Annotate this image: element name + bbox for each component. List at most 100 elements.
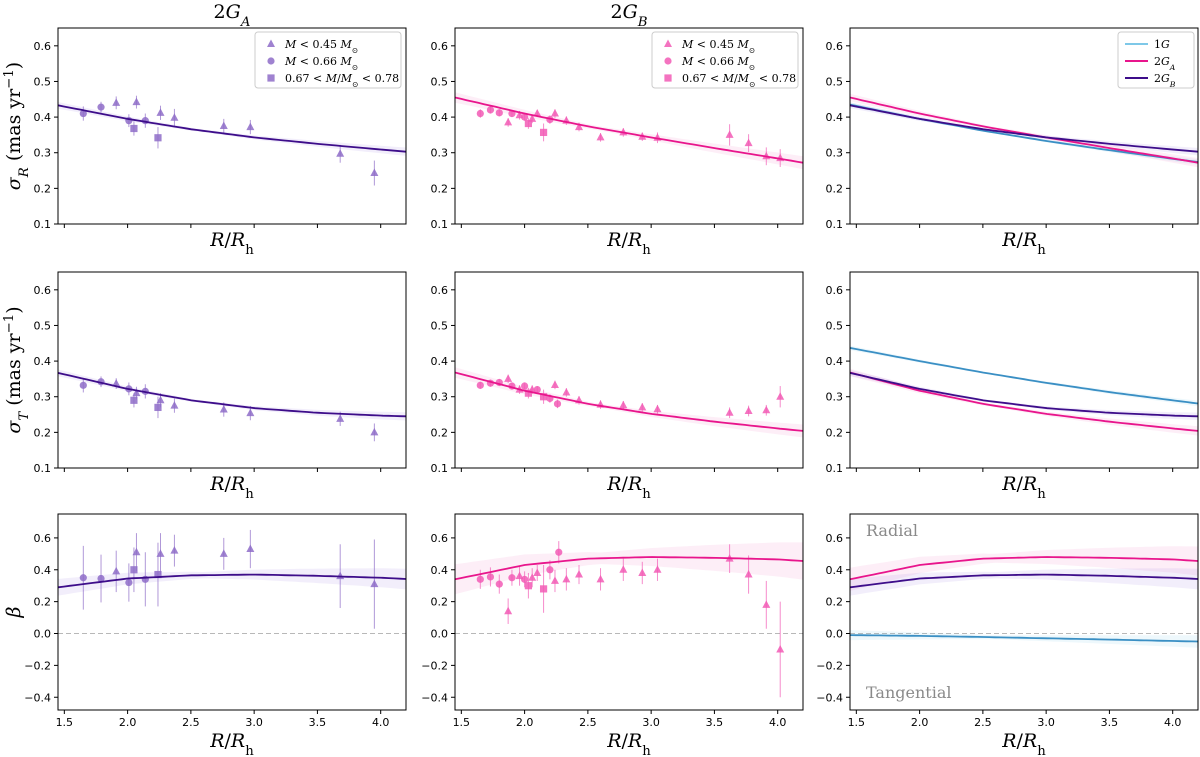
2gb-model-curve bbox=[850, 573, 1198, 589]
y-tick-label: 0.5 bbox=[431, 319, 449, 332]
x-tick-label: 4.0 bbox=[769, 716, 787, 729]
x-tick-label: 1.5 bbox=[56, 716, 74, 729]
y-tick-label: 0.0 bbox=[34, 628, 52, 641]
2gb-point-circle bbox=[476, 575, 484, 583]
annotation-radial: Radial bbox=[866, 521, 918, 540]
legend-marker-circle bbox=[267, 57, 275, 65]
2gb-model-curve bbox=[58, 372, 406, 418]
legend-frame bbox=[1117, 31, 1195, 89]
y-tick-label: 0.1 bbox=[431, 462, 449, 475]
x-tick-label: 2.5 bbox=[579, 716, 597, 729]
y-tick-label: −0.2 bbox=[24, 659, 51, 672]
column-title-2gb: 2GB bbox=[610, 1, 647, 30]
2ga-point-square bbox=[130, 124, 138, 133]
y-tick-label: 0.6 bbox=[826, 532, 844, 545]
2gb-point-circle bbox=[521, 575, 529, 583]
1g-uncertainty-band bbox=[850, 630, 1198, 648]
legend-label: M < 0.66 M⊙ bbox=[284, 55, 358, 72]
axes-frame bbox=[57, 271, 407, 469]
y-tick-label: 0.4 bbox=[826, 355, 844, 368]
plot-area bbox=[850, 345, 1198, 436]
x-axis-label: R/Rh bbox=[606, 730, 651, 757]
y-tick-label: 0.3 bbox=[431, 391, 449, 404]
annotation-tangential: Tangential bbox=[866, 683, 952, 702]
2gb-point-circle bbox=[508, 574, 516, 582]
2gb-model-curve bbox=[850, 372, 1198, 418]
2gb-point-circle bbox=[476, 109, 484, 118]
x-axis-label: R/Rh bbox=[606, 229, 651, 258]
x-axis-label: R/Rh bbox=[209, 473, 254, 502]
2ga-point-triangle bbox=[156, 395, 165, 404]
2ga-point-triangle bbox=[170, 546, 179, 554]
2ga-point-triangle bbox=[219, 121, 228, 129]
2gb-point-square bbox=[524, 389, 532, 397]
2gb-point-triangle bbox=[550, 380, 559, 388]
2ga-point-square bbox=[154, 570, 162, 579]
y-tick-label: 0.1 bbox=[431, 218, 449, 231]
2gb-point-triangle bbox=[528, 114, 537, 122]
subplot-r3-c1: −0.4 −0.2 0.0 0.2 0.4 0.6 1.5 2.0 2.5 3.0 3.5 4.0 R/… bbox=[24, 513, 407, 757]
2gb-point-triangle bbox=[744, 138, 753, 147]
y-tick-label: 0.6 bbox=[826, 284, 844, 297]
subplot-r3-c2: −0.4 −0.2 0.0 0.2 0.4 0.6 1.5 2.0 2.5 3.0 3.5 4.0 R/… bbox=[421, 513, 804, 757]
2ga-point-triangle bbox=[370, 168, 379, 177]
2gb-point-triangle bbox=[776, 392, 785, 400]
y-tick-label: 0.3 bbox=[431, 147, 449, 160]
2gb-point-triangle bbox=[725, 408, 734, 416]
2ga-model-curve bbox=[455, 371, 803, 432]
x-tick-label: 1.5 bbox=[453, 716, 471, 729]
subplot-r1-c3: 0.1 0.2 0.3 0.4 0.5 0.6 R/Rh bbox=[826, 27, 1199, 258]
y-tick-label: 0.6 bbox=[431, 40, 449, 53]
x-axis-label: R/Rh bbox=[1001, 730, 1046, 757]
2gb-point-square bbox=[539, 585, 548, 593]
2ga-point-square bbox=[154, 403, 162, 412]
y-tick-label: 0.2 bbox=[826, 596, 844, 609]
2gb-uncertainty-band bbox=[58, 369, 406, 421]
2gb-point-triangle bbox=[596, 132, 605, 141]
column-title-2ga: 2GA bbox=[214, 1, 251, 30]
2ga-model-curve bbox=[850, 371, 1198, 432]
2gb-uncertainty-band bbox=[58, 102, 406, 156]
2gb-point-circle bbox=[486, 106, 495, 114]
2ga-point-triangle bbox=[219, 405, 228, 413]
2gb-model-curve bbox=[850, 104, 1198, 153]
y-tick-label: 0.4 bbox=[431, 111, 449, 124]
2ga-point-triangle bbox=[370, 579, 379, 588]
x-axis-label: R/Rh bbox=[1001, 229, 1046, 258]
legend-label: 2GA bbox=[1154, 55, 1176, 72]
2ga-point-triangle bbox=[219, 549, 228, 557]
y-tick-label: 0.4 bbox=[826, 564, 844, 577]
2ga-point-triangle bbox=[246, 122, 255, 131]
plot-area bbox=[850, 93, 1198, 168]
plot-area bbox=[850, 546, 1198, 648]
axes-frame bbox=[849, 513, 1199, 711]
2gb-point-square bbox=[539, 393, 548, 401]
plot-area bbox=[455, 92, 803, 170]
2gb-point-circle bbox=[521, 113, 529, 121]
y-tick-label: 0.1 bbox=[34, 462, 52, 475]
2ga-point-square bbox=[154, 134, 162, 142]
legend-label: M < 0.45 M⊙ bbox=[284, 38, 358, 55]
2ga-model-curve bbox=[850, 556, 1198, 581]
y-tick-label: 0.2 bbox=[34, 182, 52, 195]
y-tick-label: 0.2 bbox=[431, 426, 449, 439]
2gb-point-triangle bbox=[550, 576, 559, 584]
plot-area bbox=[58, 529, 406, 635]
axes-frame bbox=[849, 27, 1199, 225]
2gb-point-triangle bbox=[528, 573, 537, 581]
2gb-point-triangle bbox=[550, 109, 559, 117]
2ga-point-triangle bbox=[112, 566, 121, 575]
2ga-point-triangle bbox=[336, 149, 345, 157]
y-tick-label: −0.2 bbox=[421, 659, 448, 672]
2gb-point-triangle bbox=[504, 117, 513, 126]
y-tick-label: 0.2 bbox=[34, 596, 52, 609]
legend-label: 0.67 < M/M⊙ < 0.78 bbox=[285, 72, 399, 89]
y-tick-label: 0.1 bbox=[826, 218, 844, 231]
2gb-point-triangle bbox=[562, 387, 571, 396]
2gb-point-circle bbox=[486, 573, 495, 581]
y-tick-label: −0.4 bbox=[816, 691, 843, 704]
2ga-point-circle bbox=[97, 103, 105, 111]
x-tick-label: 4.0 bbox=[372, 716, 390, 729]
